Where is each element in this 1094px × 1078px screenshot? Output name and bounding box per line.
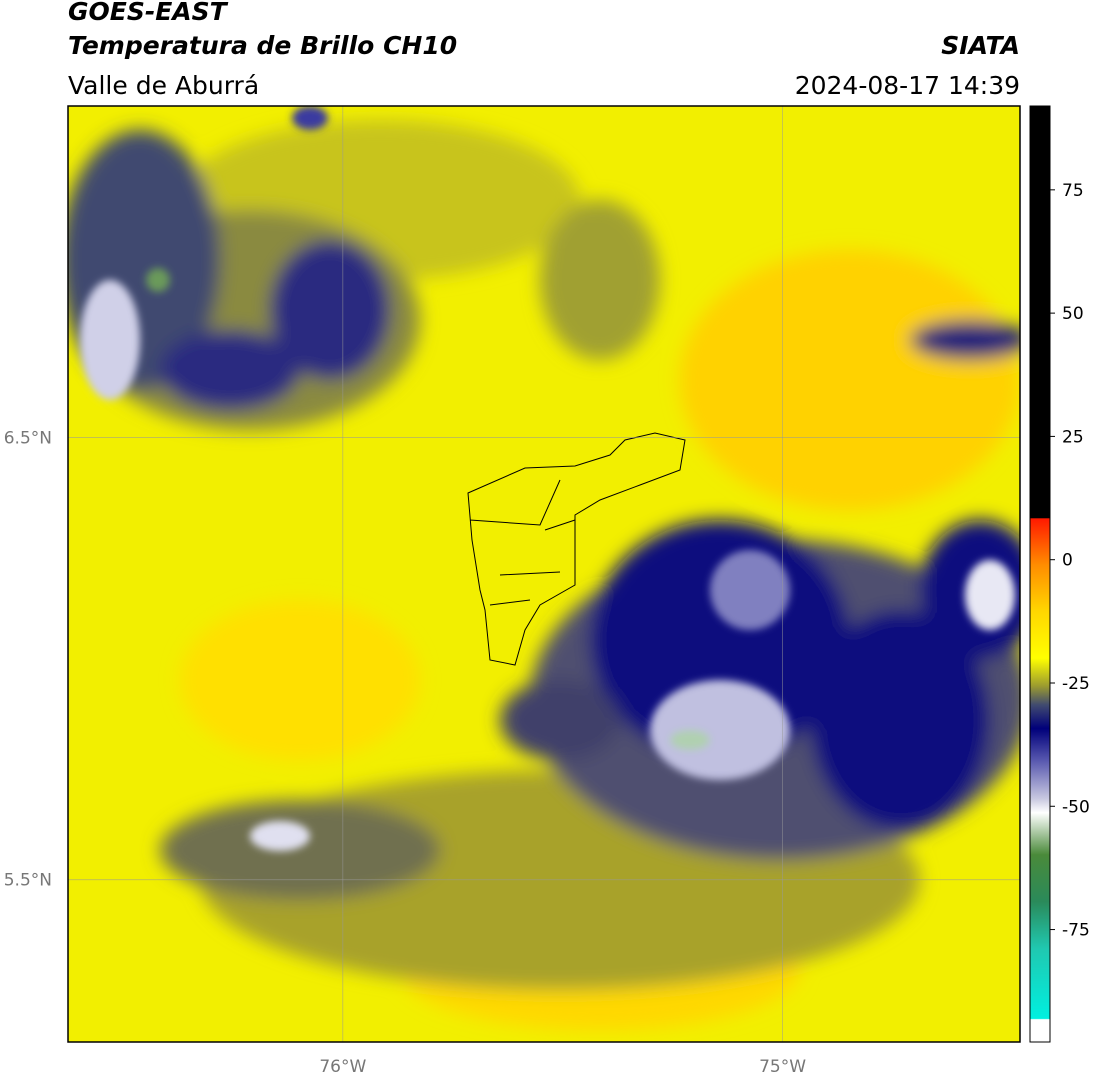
agency-title: SIATA <box>941 31 1020 60</box>
colorbar-tick-label: -25 <box>1062 674 1090 694</box>
map-frame <box>67 105 1021 1043</box>
colorbar-tick-label: 50 <box>1062 304 1084 324</box>
y-tick-label: 5.5°N <box>4 871 52 891</box>
colorbar-tick-label: 0 <box>1062 551 1073 571</box>
product-title: Temperatura de Brillo CH10 <box>68 31 457 60</box>
municipal-boundaries <box>467 432 686 666</box>
colorbar <box>1029 105 1051 1043</box>
colorbar-tick-label: 75 <box>1062 181 1084 201</box>
colorbar-tick-label: -50 <box>1062 797 1090 817</box>
colorbar-tick-label: -75 <box>1062 921 1090 941</box>
x-tick-label: 76°W <box>319 1057 366 1077</box>
x-tick-label: 75°W <box>759 1057 806 1077</box>
colorbar-tick-label: 25 <box>1062 427 1084 447</box>
satellite-title: GOES-EAST <box>68 0 229 26</box>
datetime-title: 2024-08-17 14:39 <box>795 71 1020 100</box>
region-title: Valle de Aburrá <box>68 71 259 100</box>
satellite-image <box>68 106 1020 1042</box>
y-tick-label: 6.5°N <box>4 429 52 449</box>
